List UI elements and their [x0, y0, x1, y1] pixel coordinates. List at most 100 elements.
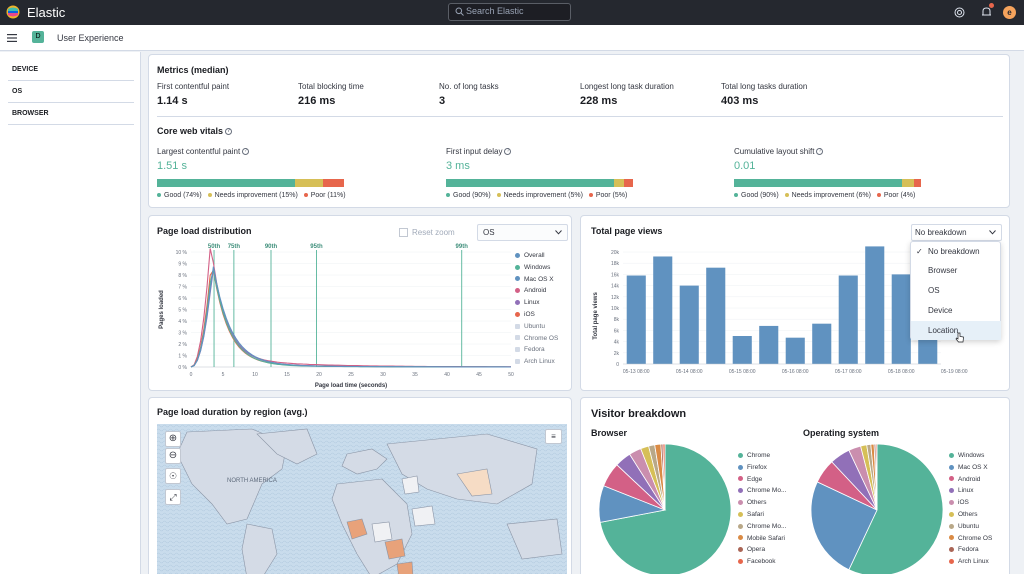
help-icon[interactable] [954, 7, 965, 18]
option-no-breakdown[interactable]: ✓ No breakdown [911, 242, 1001, 261]
option-os[interactable]: OS [928, 286, 940, 295]
legend-item[interactable]: Fedora [949, 546, 979, 553]
legend-item[interactable]: Facebook [738, 558, 776, 565]
legend-item[interactable]: Mac OS X [949, 464, 988, 471]
reset-zoom-button[interactable]: Reset zoom [412, 228, 455, 237]
legend-item[interactable]: Chrome [738, 452, 770, 459]
legend-item[interactable]: Windows [949, 452, 984, 459]
legend-item[interactable]: Others [738, 499, 767, 506]
vital-label: Cumulative layout shift? [734, 147, 824, 156]
vital-label-text: Largest contentful paint [157, 147, 241, 156]
page-views-bar[interactable] [838, 275, 858, 364]
legend-label: Chrome Mo... [747, 487, 787, 495]
filter-browser[interactable]: BROWSER [12, 110, 49, 117]
pld-chart[interactable]: 0 % 1 % 2 % 3 % 4 % 5 % 6 % 7 % 8 % 9 % 10 % 0 5 10 15… [149, 240, 573, 390]
x-tick: 40 [444, 372, 450, 378]
user-avatar[interactable]: e [1003, 6, 1016, 19]
vital-bar-poor [913, 179, 921, 187]
page-views-bar[interactable] [626, 275, 646, 364]
world-map[interactable]: NORTH AMERICA [157, 424, 567, 574]
page-views-bar[interactable] [785, 337, 805, 364]
fullscreen-button[interactable]: ⤢ [165, 489, 181, 505]
filter-device[interactable]: DEVICE [12, 66, 39, 73]
legend-needs: Needs improvement (5%) [503, 192, 583, 199]
legend-item[interactable]: Edge [738, 476, 762, 483]
legend-item[interactable]: Fedora [515, 346, 545, 353]
pie-slice[interactable] [810, 481, 878, 571]
legend-item[interactable]: Linux [515, 299, 540, 306]
legend-item[interactable]: Linux [949, 487, 974, 494]
vitals-title: Core web vitals? [157, 126, 233, 136]
browser-pie[interactable] [597, 442, 733, 574]
legend-item[interactable]: Windows [515, 264, 550, 271]
info-icon[interactable]: ? [816, 148, 824, 156]
legend-label: Facebook [747, 558, 776, 566]
legend-item[interactable]: Opera [738, 546, 765, 553]
page-views-bar[interactable] [653, 256, 673, 364]
menu-icon[interactable] [7, 34, 17, 42]
legend-swatch [515, 264, 520, 270]
option-location[interactable]: Location [911, 321, 1001, 340]
legend-swatch [515, 311, 520, 317]
legend-item[interactable]: Android [949, 476, 980, 483]
vital-legend: Good (74%) Needs improvement (15%) Poor … [157, 192, 346, 199]
info-icon[interactable]: ? [225, 128, 233, 136]
fit-bounds-button[interactable]: ☉ [165, 468, 181, 484]
legend-item[interactable]: iOS [515, 311, 535, 318]
divider [8, 102, 134, 103]
legend-item[interactable]: Chrome OS [949, 535, 992, 542]
page-views-bar[interactable] [865, 246, 885, 364]
page-views-bar[interactable] [812, 323, 832, 364]
legend-item[interactable]: Ubuntu [515, 323, 545, 330]
legend-item[interactable]: iOS [949, 499, 969, 506]
space-avatar[interactable]: D [32, 31, 44, 43]
legend-label: Windows [524, 263, 551, 271]
legend-item[interactable]: Others [949, 511, 978, 518]
y-tick: 12k [611, 295, 620, 301]
legend-item[interactable]: Mobile Safari [738, 535, 785, 542]
info-icon[interactable]: ? [242, 148, 250, 156]
os-pie[interactable] [809, 442, 945, 574]
legend-swatch [949, 547, 954, 553]
zoom-out-button[interactable]: ⊖ [165, 448, 181, 464]
legend-item[interactable]: Overall [515, 252, 545, 259]
info-icon[interactable]: ? [504, 148, 512, 156]
pie-slice[interactable] [599, 443, 732, 574]
legend-item[interactable]: Chrome Mo... [738, 487, 786, 494]
legend-item[interactable]: Arch Linux [949, 558, 989, 565]
elastic-logo[interactable] [6, 5, 20, 19]
page-views-bar[interactable] [759, 325, 779, 364]
page-views-bar[interactable] [706, 267, 726, 364]
legend-swatch [949, 488, 954, 494]
page-views-bar[interactable] [891, 274, 911, 364]
legend-item[interactable]: Arch Linux [515, 358, 555, 365]
breakdown-select[interactable] [477, 224, 568, 241]
legend-label: Chrome Mo... [747, 522, 787, 530]
search-input[interactable] [448, 3, 571, 21]
legend-item[interactable]: Android [515, 287, 546, 294]
legend-needs: Needs improvement (6%) [791, 192, 871, 199]
x-tick: 45 [476, 372, 482, 378]
pie-slice[interactable] [875, 443, 878, 511]
legend-item[interactable]: Chrome OS [515, 335, 558, 342]
option-browser[interactable]: Browser [928, 266, 958, 275]
page-views-bar[interactable] [679, 285, 699, 364]
legend-item[interactable]: Ubuntu [949, 523, 979, 530]
legend-toggle-button[interactable]: ≡ [545, 429, 562, 444]
pie-slice[interactable] [848, 443, 944, 574]
breadcrumb[interactable]: User Experience [57, 33, 124, 43]
legend-swatch [738, 464, 743, 470]
option-device[interactable]: Device [928, 306, 953, 315]
legend-label: Linux [958, 487, 974, 495]
legend-item[interactable]: Safari [738, 511, 764, 518]
legend-swatch [515, 347, 520, 353]
page-views-bar[interactable] [732, 336, 752, 364]
zoom-in-button[interactable]: ⊕ [165, 431, 181, 447]
filter-os[interactable]: OS [12, 88, 23, 95]
newsfeed-icon[interactable] [981, 6, 992, 18]
tpv-breakdown-select[interactable] [911, 224, 1002, 241]
pie-slice[interactable] [662, 443, 666, 511]
legend-item[interactable]: Firefox [738, 464, 767, 471]
legend-item[interactable]: Chrome Mo... [738, 523, 786, 530]
legend-item[interactable]: Mac OS X [515, 276, 554, 283]
